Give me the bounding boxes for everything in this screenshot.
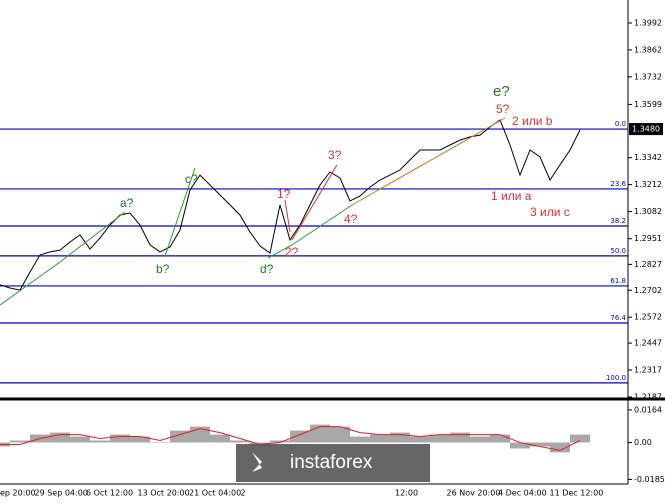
y-tick-label: 1.3732: [634, 72, 662, 81]
last-price-box: [629, 123, 663, 136]
watermark: instaforex: [236, 444, 430, 482]
osc-bar: [70, 436, 90, 443]
plot-area: 1.3992 1.3862 1.3732 1.3599 1.3342 1.3212 1.30…: [0, 18, 665, 498]
y-tick-label: 1.3862: [634, 45, 662, 54]
y-tick-label: 1.3992: [634, 18, 662, 27]
wave-label: 3 или c: [530, 205, 570, 219]
osc-bar: [570, 434, 590, 443]
fib-label: 61.8: [610, 277, 626, 285]
osc-bar: [450, 432, 470, 443]
osc-signal: [0, 426, 581, 451]
y-tick-label: 1.3599: [634, 100, 662, 109]
y-tick-label: 1.2951: [634, 234, 662, 243]
fib-label: 76.4: [610, 314, 626, 322]
osc-tick-label: 0.00: [634, 438, 652, 447]
fib-label: 50.0: [610, 247, 626, 255]
watermark-logo: [252, 452, 262, 472]
osc-bar: [510, 442, 530, 449]
osc-bar: [210, 434, 230, 443]
osc-bar: [290, 430, 310, 443]
osc-bar: [430, 434, 450, 443]
y-tick-label: 1.2702: [634, 286, 662, 295]
wave-label: 2 или b: [512, 114, 553, 128]
osc-bar: [370, 434, 390, 443]
y-tick-label: 1.2447: [634, 339, 662, 348]
wave-label: 1?: [277, 187, 291, 201]
y-tick-label: 1.2317: [634, 366, 662, 375]
osc-bar: [490, 434, 510, 443]
wave-label: 4?: [344, 212, 358, 226]
wave-label: b?: [156, 262, 170, 276]
fib-label: 100.0: [606, 374, 626, 382]
osc-bar: [550, 442, 570, 453]
wave-line: [291, 164, 338, 241]
y-tick-label: 1.3342: [634, 153, 662, 162]
x-tick-label: ep 20:00: [0, 489, 36, 498]
wave-line: [0, 211, 126, 306]
osc-bar: [350, 436, 370, 443]
wave-label: d?: [260, 262, 274, 276]
y-tick-label: 1.2827: [634, 260, 662, 269]
osc-bar: [10, 440, 30, 443]
x-tick-label: 26 Nov 20:00: [447, 489, 501, 498]
last-price-label: 1.3480: [632, 125, 660, 134]
wave-label: e?: [493, 83, 510, 100]
y-tick-label: 1.2572: [634, 313, 662, 322]
osc-bar: [170, 430, 190, 443]
osc-bar: [270, 440, 290, 443]
fib-label: 23.6: [610, 180, 626, 188]
osc-bar: [390, 432, 410, 443]
osc-bar: [330, 426, 350, 443]
y-tick-label: 1.3212: [634, 180, 662, 189]
watermark-box: [236, 444, 430, 482]
wave-label: a?: [120, 196, 134, 210]
osc-bar: [150, 442, 170, 443]
osc-bar: [90, 440, 110, 443]
x-tick-label: 12:00: [395, 489, 418, 498]
x-tick-label: 2: [241, 489, 246, 498]
x-tick-label: 13 Oct 20:00: [138, 489, 190, 498]
x-tick-label: 4 Dec 04:00: [498, 489, 547, 498]
price-line: [0, 119, 581, 291]
osc-bar: [50, 432, 70, 443]
osc-bar: [110, 434, 130, 443]
fib-label: 0.0: [615, 120, 626, 128]
trend-line: [351, 117, 506, 206]
fib-label: 38.2: [610, 217, 626, 225]
x-tick-label: 21 Oct 04:00: [189, 489, 241, 498]
x-tick-label: 29 Sep 04:00: [35, 489, 88, 498]
wave-label: 3?: [328, 148, 342, 162]
x-tick-label: 6 Oct 12:00: [86, 489, 133, 498]
osc-tick-label: -0.01859: [634, 475, 665, 484]
x-tick-label: 11 Dec 12:00: [550, 489, 604, 498]
wave-label: 5?: [496, 102, 510, 116]
wave-label: 1 или a: [491, 189, 532, 203]
wave-line: [284, 199, 291, 233]
osc-tick-label: 0.0164: [634, 405, 662, 414]
osc-bar: [410, 436, 430, 443]
osc-bar: [230, 440, 250, 443]
osc-bar: [530, 442, 550, 447]
osc-bar: [130, 436, 150, 443]
watermark-text: instaforex: [290, 452, 373, 473]
wave-line: [164, 167, 196, 257]
osc-bar: [470, 436, 490, 443]
y-tick-label: 1.2187: [634, 392, 662, 401]
wave-lines: [0, 117, 506, 306]
osc-bar: [310, 424, 330, 443]
wave-line: [267, 204, 353, 259]
y-tick-label: 1.3082: [634, 207, 662, 216]
wave-label: 2?: [285, 245, 299, 259]
